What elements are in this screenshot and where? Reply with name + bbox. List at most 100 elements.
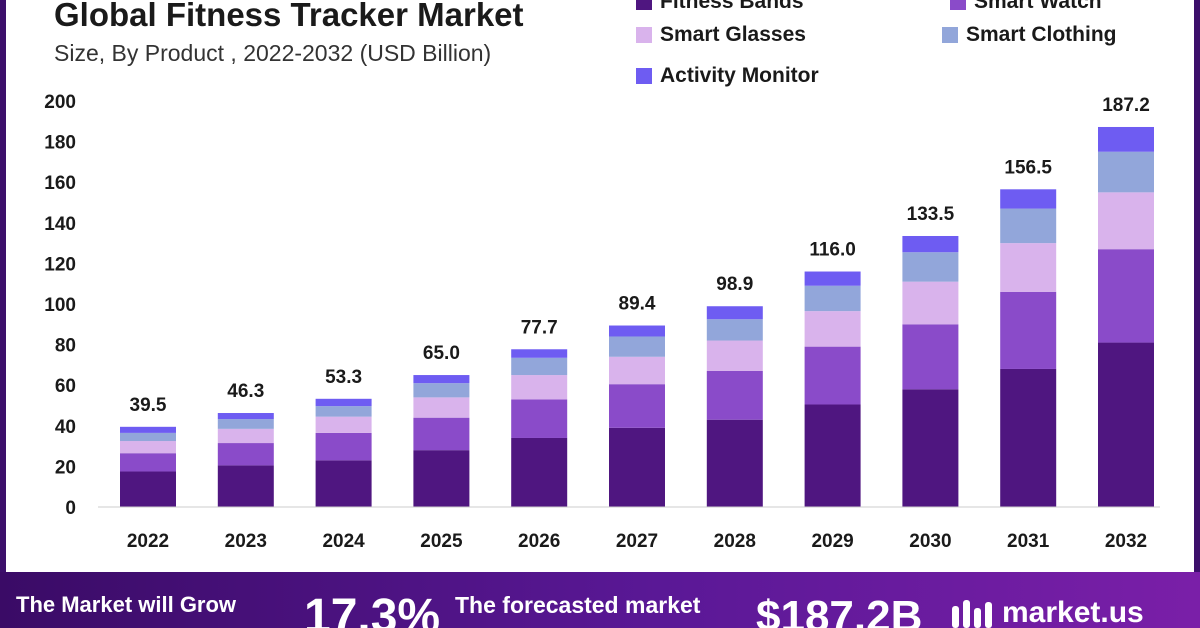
bar-total-label: 116.0 <box>809 240 856 261</box>
bar-segment-fitness-bands <box>1000 368 1057 507</box>
stacked-bar-chart: 0 20 40 60 80 100 120 140 160 180 200 39.5 2022 46.3 2… <box>44 92 1160 552</box>
x-tick-label: 2027 <box>616 531 658 552</box>
summary-banner: The Market will Grow 17.3% The forecaste… <box>0 572 1200 628</box>
y-tick-label: 180 <box>44 133 76 154</box>
bar-segment-activity-monitor <box>413 375 470 384</box>
legend-label-smart-watch: Smart Watch <box>974 0 1102 13</box>
banner-cagr-value: 17.3% <box>304 590 441 628</box>
legend-swatch-smart-glasses <box>636 27 652 43</box>
bar-segment-activity-monitor <box>1098 126 1154 152</box>
legend-item-smart-clothing: Smart Clothing <box>942 23 1117 47</box>
bar-segment-smart-watch <box>315 432 372 461</box>
y-tick-label: 80 <box>55 336 76 357</box>
bar-segment-fitness-bands <box>804 404 861 507</box>
bar-segment-smart-watch <box>902 324 959 390</box>
legend-item-fitness-bands: Fitness Bands <box>636 0 804 14</box>
bar-segment-smart-watch <box>511 399 568 438</box>
frame-left-border <box>0 0 6 572</box>
y-tick-label: 40 <box>55 417 76 438</box>
bar-segment-smart-glasses <box>1098 192 1154 250</box>
y-tick-label: 0 <box>65 498 76 519</box>
bar-segment-smart-watch <box>217 443 274 466</box>
bar-segment-smart-glasses <box>902 281 959 325</box>
y-tick-label: 160 <box>44 173 76 194</box>
y-tick-label: 140 <box>44 214 76 235</box>
bar-total-label: 89.4 <box>619 294 656 315</box>
legend-swatch-smart-watch <box>950 0 966 10</box>
y-tick-label: 60 <box>55 376 76 397</box>
x-tick-label: 2025 <box>420 531 463 552</box>
chart-title: Global Fitness Tracker Market <box>54 0 524 33</box>
bar-segment-smart-watch <box>706 370 763 420</box>
bar-segment-smart-glasses <box>217 428 274 444</box>
bar-total-label: 65.0 <box>423 343 460 364</box>
bar-segment-smart-clothing <box>1000 208 1057 244</box>
x-tick-label: 2023 <box>225 531 267 552</box>
bar-segment-smart-clothing <box>706 319 763 341</box>
legend-label-fitness-bands: Fitness Bands <box>660 0 804 13</box>
bar-segment-smart-glasses <box>609 356 665 385</box>
bar-total-label: 39.5 <box>130 395 167 416</box>
bar-segment-fitness-bands <box>511 437 568 507</box>
bar-segment-activity-monitor <box>315 398 372 407</box>
bar-segment-activity-monitor <box>706 306 763 320</box>
x-tick-label: 2022 <box>127 531 169 552</box>
y-tick-label: 20 <box>55 457 76 478</box>
legend-item-activity-monitor: Activity Monitor <box>636 64 819 88</box>
legend-label-activity-monitor: Activity Monitor <box>660 64 819 87</box>
bar-segment-smart-clothing <box>902 252 959 282</box>
x-tick-label: 2030 <box>909 531 951 552</box>
bar-segment-fitness-bands <box>413 450 470 507</box>
bar-segment-smart-glasses <box>120 441 176 454</box>
x-tick-label: 2031 <box>1007 531 1050 552</box>
bar-segment-smart-watch <box>413 417 470 451</box>
bar-segment-smart-watch <box>804 346 861 405</box>
bar-total-label: 156.5 <box>1004 157 1052 178</box>
x-tick-label: 2024 <box>322 531 365 552</box>
y-tick-label: 120 <box>44 254 76 275</box>
frame-right-border <box>1194 0 1200 572</box>
bar-segment-fitness-bands <box>902 389 959 507</box>
bar-segment-smart-clothing <box>609 336 665 357</box>
bar-segment-smart-clothing <box>804 285 861 312</box>
bar-total-label: 46.3 <box>227 381 264 402</box>
bar-segment-smart-glasses <box>413 397 470 418</box>
bar-segment-smart-watch <box>609 384 665 428</box>
bar-segment-smart-glasses <box>1000 243 1057 292</box>
bar-segment-fitness-bands <box>315 460 372 507</box>
x-tick-label: 2032 <box>1105 531 1147 552</box>
brand-logo-text: market.us <box>1002 596 1144 628</box>
bar-segment-activity-monitor <box>120 426 176 433</box>
x-tick-label: 2028 <box>714 531 756 552</box>
bar-segment-activity-monitor <box>511 349 568 358</box>
bar-segment-smart-watch <box>1000 291 1057 369</box>
banner-market-value: $187.2B <box>756 592 923 628</box>
bar-segment-fitness-bands <box>706 419 763 507</box>
bar-total-label: 53.3 <box>325 367 362 388</box>
y-tick-label: 200 <box>44 92 76 113</box>
legend-swatch-smart-clothing <box>942 27 958 43</box>
bar-segment-smart-glasses <box>804 311 861 347</box>
x-tick-label: 2026 <box>518 531 560 552</box>
bar-segment-smart-clothing <box>1098 151 1154 193</box>
bar-total-label: 187.2 <box>1102 95 1150 116</box>
brand-logo-icon <box>952 600 992 628</box>
bar-segment-smart-watch <box>120 453 176 472</box>
bar-segment-fitness-bands <box>217 465 274 507</box>
legend-item-smart-watch: Smart Watch <box>950 0 1102 14</box>
bar-segment-smart-clothing <box>315 406 372 417</box>
bar-segment-fitness-bands <box>1098 342 1154 507</box>
bar-segment-activity-monitor <box>804 271 861 286</box>
bar-segment-smart-clothing <box>120 432 176 442</box>
bar-total-label: 77.7 <box>521 317 558 338</box>
y-tick-label: 100 <box>44 295 76 316</box>
bar-segment-activity-monitor <box>902 235 959 253</box>
legend-swatch-activity-monitor <box>636 68 652 84</box>
legend-item-smart-glasses: Smart Glasses <box>636 23 806 47</box>
brand-logo: market.us <box>950 596 1144 628</box>
banner-forecast-text: The forecasted market <box>455 592 701 618</box>
bar-segment-smart-glasses <box>706 340 763 371</box>
bar-segment-smart-clothing <box>217 419 274 429</box>
legend-label-smart-clothing: Smart Clothing <box>966 23 1117 46</box>
bar-segment-fitness-bands <box>120 471 176 507</box>
